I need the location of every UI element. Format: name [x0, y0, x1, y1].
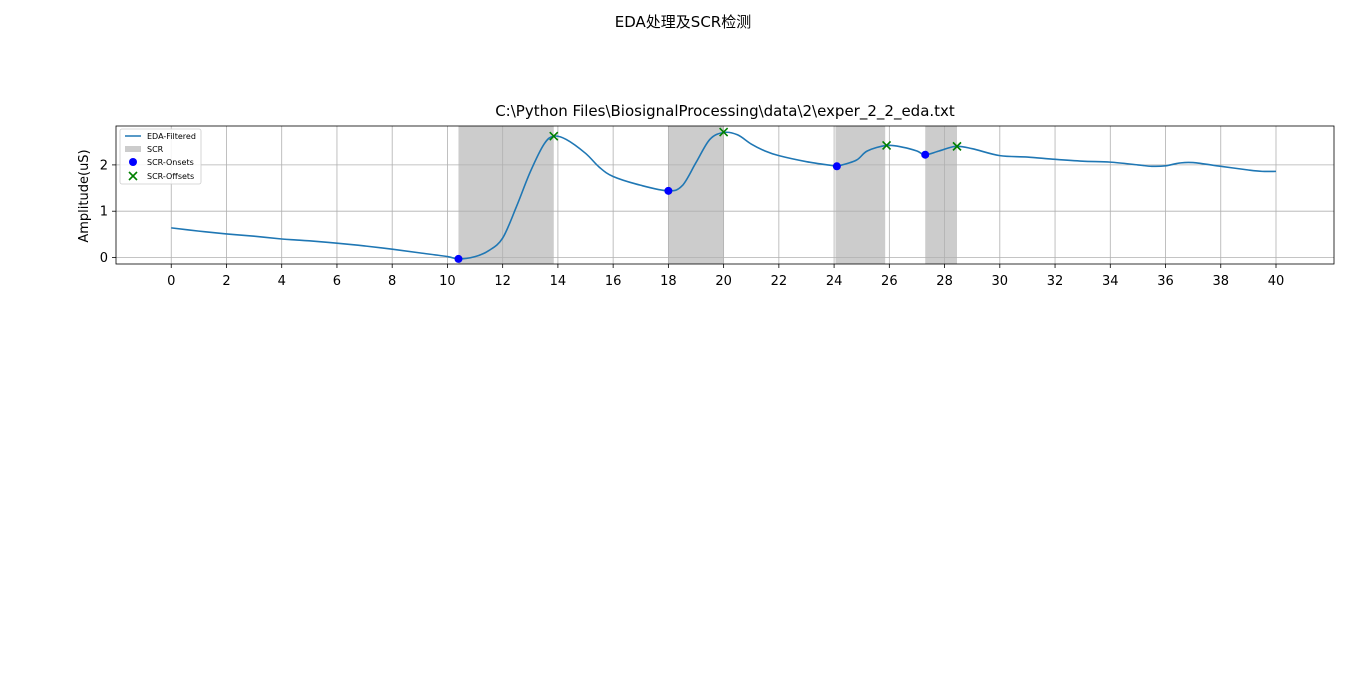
y-tick-label: 0 [100, 251, 108, 266]
scr-region-1 [668, 126, 724, 264]
legend-label-eda: EDA-Filtered [147, 132, 196, 141]
x-ticks: 0 2 4 6 8 10 12 14 16 18 20 22 24 26 28 30 32 34 36 38 40 [167, 264, 1284, 289]
eda-filtered-line [171, 131, 1277, 260]
x-tick-label: 26 [881, 274, 898, 289]
x-tick-label: 14 [550, 274, 567, 289]
scr-offset-point [719, 127, 729, 137]
scr-offset-point [882, 140, 892, 151]
legend-offset-swatch [128, 171, 138, 181]
axes-frame [115, 125, 1335, 265]
x-tick-label: 10 [439, 274, 456, 289]
figure-suptitle: EDA处理及SCR检测 [615, 13, 751, 31]
grid-lines [116, 126, 1334, 264]
x-tick-label: 28 [936, 274, 953, 289]
x-tick-label: 0 [167, 274, 175, 289]
scr-regions [458, 126, 957, 264]
plot-area: 0 2 4 6 8 10 12 14 16 18 20 22 24 26 28 30 32 34 36 38 40 01… [100, 125, 1335, 289]
x-tick-label: 38 [1212, 274, 1229, 289]
scr-onset-point [454, 254, 463, 263]
y-tick-label: 2 [100, 158, 108, 173]
legend-box [119, 128, 202, 185]
scr-onset-point [664, 186, 673, 195]
x-tick-label: 12 [494, 274, 511, 289]
eda-line-layer [171, 131, 1277, 260]
scr-offset-point [952, 141, 962, 151]
scr-region-2 [835, 126, 886, 264]
x-tick-label: 24 [826, 274, 843, 289]
x-tick-label: 2 [222, 274, 230, 289]
legend-label-scr: SCR [147, 145, 164, 154]
scr-onset-point [832, 162, 841, 171]
legend-label-offsets: SCR-Offsets [147, 172, 194, 181]
markers-layer [454, 127, 962, 263]
scr-onset-point [921, 150, 930, 159]
x-tick-label: 30 [992, 274, 1009, 289]
x-tick-label: 40 [1268, 274, 1285, 289]
x-tick-label: 34 [1102, 274, 1119, 289]
legend-onset-swatch [129, 158, 137, 166]
x-tick-label: 36 [1157, 274, 1174, 289]
x-tick-label: 16 [605, 274, 622, 289]
y-tick-label: 1 [100, 205, 108, 220]
x-tick-label: 18 [660, 274, 677, 289]
x-tick-label: 22 [771, 274, 788, 289]
scr-region-0 [458, 126, 554, 264]
scr-region-3 [925, 126, 957, 264]
scr-offset-point [549, 131, 559, 141]
legend-scr-swatch [125, 146, 141, 152]
x-tick-label: 32 [1047, 274, 1064, 289]
y-axis-label: Amplitude(uS) [77, 149, 92, 242]
legend: EDA-Filtered SCR SCR-Onsets SCR-Offsets [119, 128, 202, 185]
x-tick-label: 8 [388, 274, 396, 289]
legend-label-onsets: SCR-Onsets [147, 158, 194, 167]
x-tick-label: 20 [715, 274, 732, 289]
chart-title: C:\Python Files\BiosignalProcessing\data… [495, 102, 955, 121]
y-ticks: 0 1 2 [100, 158, 116, 266]
x-tick-label: 4 [278, 274, 286, 289]
x-tick-label: 6 [333, 274, 341, 289]
